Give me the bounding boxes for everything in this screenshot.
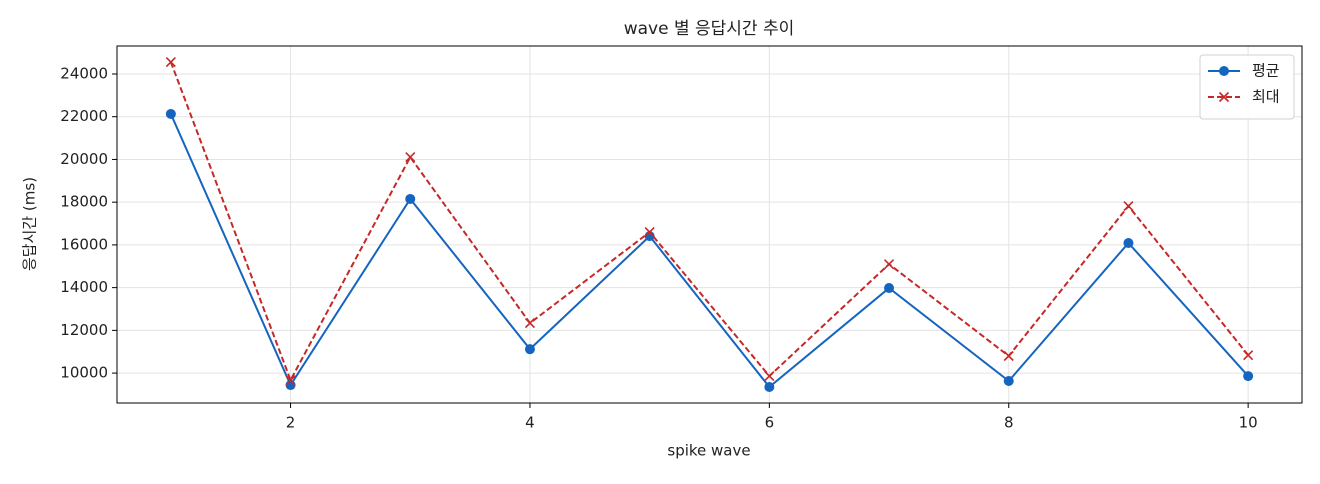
x-tick-label: 10 [1239,414,1258,432]
y-tick-label: 20000 [60,150,108,168]
marker [1123,237,1134,248]
y-tick-label: 24000 [60,64,108,82]
marker [405,193,416,204]
marker [1123,200,1134,212]
x-tick-label: 8 [1004,414,1014,432]
marker [1243,371,1254,382]
series-line [169,113,1249,389]
y-tick-label: 12000 [60,321,108,339]
legend-label: 최대 [1252,88,1280,106]
x-tick-label: 6 [765,414,775,432]
marker [644,227,655,238]
plot-frame [116,45,1303,404]
marker [1003,375,1014,386]
y-tick-label: 22000 [60,107,108,125]
legend-box [1199,54,1295,120]
x-tick-label: 4 [525,414,535,432]
y-axis-label: 응답시간 (ms) [21,177,39,271]
marker [1003,350,1014,362]
marker [884,283,895,294]
y-tick-label: 18000 [60,193,108,211]
plot-area [165,56,1254,392]
x-tick-label: 2 [286,414,296,432]
grid [117,46,1302,403]
marker [165,56,176,68]
y-tick-label: 10000 [60,364,108,382]
chart-title: wave 별 응답시간 추이 [624,19,795,39]
marker [1219,66,1229,76]
y-tick-label: 14000 [60,278,108,296]
marker [1243,350,1254,361]
marker [285,380,296,391]
marker [524,344,535,355]
y-tick-label: 16000 [60,235,108,253]
marker [405,152,416,163]
marker [524,318,536,329]
legend-label: 평균 [1252,62,1280,80]
marker [1218,91,1230,103]
marker [764,371,775,382]
marker [165,108,176,119]
marker [764,381,775,392]
marker [883,259,895,270]
x-axis-label: spike wave [667,442,750,460]
marker [285,375,296,386]
